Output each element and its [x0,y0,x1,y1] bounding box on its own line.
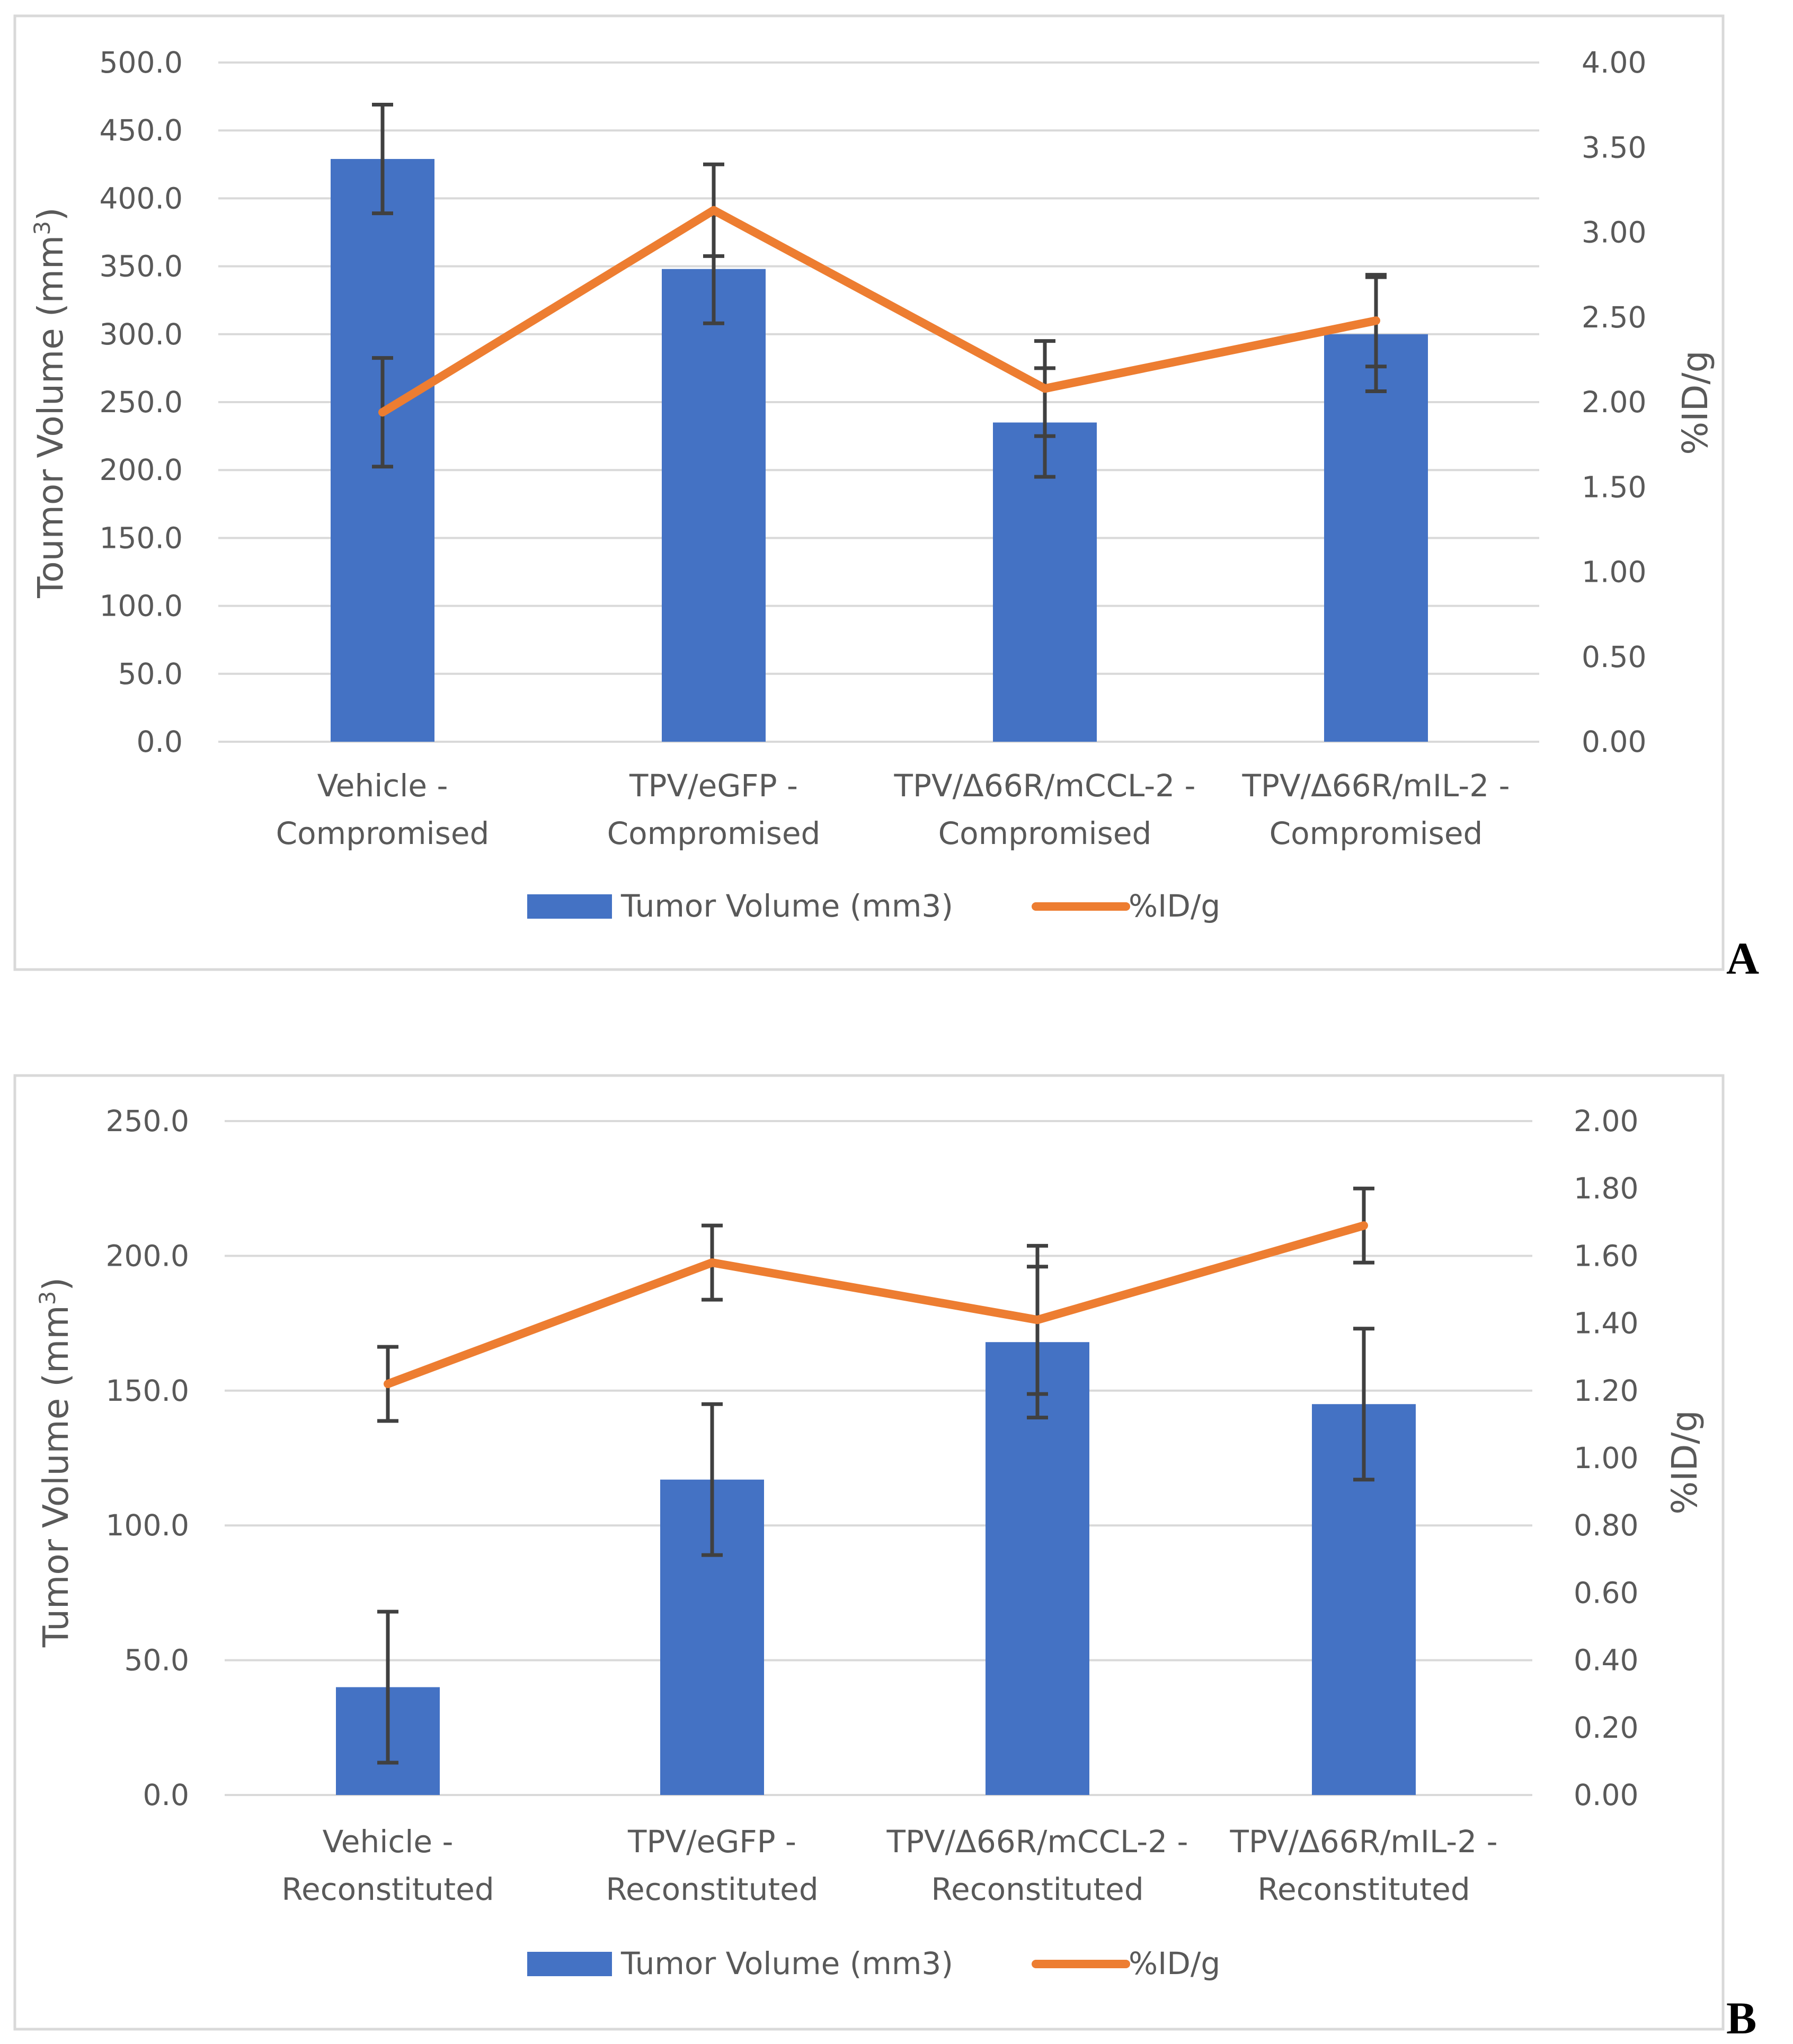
y-tick-label: 100.0 [106,1508,189,1542]
y-tick-label: 50.0 [118,657,183,691]
y-tick-label: 100.0 [100,589,183,623]
legend-label-bars: Tumor Volume (mm3) [620,1945,953,1981]
panel-b-line-series [384,1221,1368,1389]
panel-a-category-labels: Vehicle -Compromised TPV/eGFP -Compromise… [276,768,1510,851]
y2-tick-label: 0.00 [1574,1778,1638,1812]
panel-a-right-tick-labels: 0.00 0.50 1.00 1.50 2.00 2.50 3.00 3.50 4.00 [1582,46,1646,759]
panel-b-y-axis-title: Tumor Volume (mm3) [34,1277,77,1648]
y2-tick-label: 0.00 [1582,725,1646,759]
y2-tick-label: 4.00 [1582,46,1646,79]
panel-a-bars [331,159,1428,742]
bar-error-bar [1353,1327,1374,1482]
panel-a-frame [13,14,1725,971]
line-series-id-per-g [378,206,1380,417]
panel-b-frame [13,1074,1725,2031]
y-tick-label: 0.0 [137,725,183,759]
category-label: Vehicle -Reconstituted [281,1824,494,1907]
y-tick-label: 200.0 [100,453,183,487]
y-tick-label: 150.0 [100,521,183,555]
y2-tick-label: 2.50 [1582,300,1646,334]
panel-b-right-tick-labels: 0.00 0.20 0.40 0.60 0.80 1.00 1.20 1.40 1.60 1.80… [1574,1104,1638,1812]
bar-error-bar [702,1402,723,1557]
y2-tick-label: 2.00 [1582,385,1646,419]
bar [1324,334,1428,742]
y-tick-label: 350.0 [100,250,183,283]
y-tick-label: 0.0 [143,1778,189,1812]
panel-a-line-series [378,206,1380,417]
panel-b-label: B [1726,1993,1756,2043]
panel-b-y2-axis-title: %ID/g [1664,1410,1705,1514]
legend-label-line: %ID/g [1129,888,1220,924]
y2-tick-label: 1.60 [1574,1239,1638,1273]
y2-tick-label: 3.00 [1582,216,1646,250]
y2-tick-label: 0.20 [1574,1711,1638,1745]
y2-tick-label: 1.20 [1574,1374,1638,1408]
y2-tick-label: 2.00 [1574,1104,1638,1138]
panel-a-left-tick-labels: 0.0 50.0 100.0 150.0 200.0 250.0 300.0 350.0 400… [100,46,183,759]
category-label: Vehicle -Compromised [276,768,490,851]
category-label: TPV/Δ66R/mIL-2 -Compromised [1241,768,1510,851]
legend-label-bars: Tumor Volume (mm3) [620,888,953,924]
panel-a-y-axis-title: Toumor Volume (mm3) [29,207,72,598]
bar-error-bar [377,1610,398,1765]
y2-tick-label: 1.80 [1574,1171,1638,1205]
chart-panel-a: 0.0 50.0 100.0 150.0 200.0 250.0 300.0 350.0 400… [13,14,1725,971]
category-label: TPV/eGFP -Compromised [607,768,821,851]
legend-swatch-bars [527,894,612,919]
y2-tick-label: 3.50 [1582,130,1646,164]
y-tick-label: 50.0 [125,1643,189,1677]
bar [662,269,766,742]
panel-b-legend: Tumor Volume (mm3) %ID/g [527,1945,1220,1981]
y-tick-label: 250.0 [106,1104,189,1138]
y2-tick-label: 0.80 [1574,1508,1638,1542]
category-label: TPV/Δ66R/mCCL-2 -Compromised [894,768,1196,851]
y2-tick-label: 1.00 [1582,555,1646,589]
panel-b-category-labels: Vehicle -Reconstituted TPV/eGFP -Reconsti… [281,1824,1497,1907]
y-tick-label: 300.0 [100,317,183,351]
chart-panel-b: 0.0 50.0 100.0 150.0 200.0 250.0 0.00 0.20 0.40… [13,1074,1725,2031]
line-series-id-per-g [384,1221,1368,1389]
legend-label-line: %ID/g [1129,1945,1220,1981]
y-tick-label: 500.0 [100,46,183,79]
y-tick-label: 150.0 [106,1374,189,1408]
y-tick-label: 250.0 [100,385,183,419]
panel-a-label: A [1726,933,1759,984]
y2-tick-label: 1.40 [1574,1307,1638,1340]
bar-error-bar [372,102,393,216]
y2-tick-label: 0.40 [1574,1643,1638,1677]
category-label: TPV/Δ66R/mIL-2 -Reconstituted [1229,1824,1497,1907]
panel-a-legend: Tumor Volume (mm3) %ID/g [527,888,1220,924]
legend-swatch-bars [527,1952,612,1976]
y2-tick-label: 1.50 [1582,470,1646,504]
y2-tick-label: 0.50 [1582,640,1646,674]
panel-b-left-tick-labels: 0.0 50.0 100.0 150.0 200.0 250.0 [106,1104,189,1812]
y-tick-label: 400.0 [100,181,183,215]
category-label: TPV/Δ66R/mCCL-2 -Reconstituted [886,1824,1188,1907]
category-label: TPV/eGFP -Reconstituted [606,1824,818,1907]
y-tick-label: 200.0 [106,1239,189,1273]
panel-a-y2-axis-title: %ID/g [1675,350,1716,455]
y2-tick-label: 1.00 [1574,1441,1638,1475]
y-tick-label: 450.0 [100,113,183,147]
y2-tick-label: 0.60 [1574,1576,1638,1610]
